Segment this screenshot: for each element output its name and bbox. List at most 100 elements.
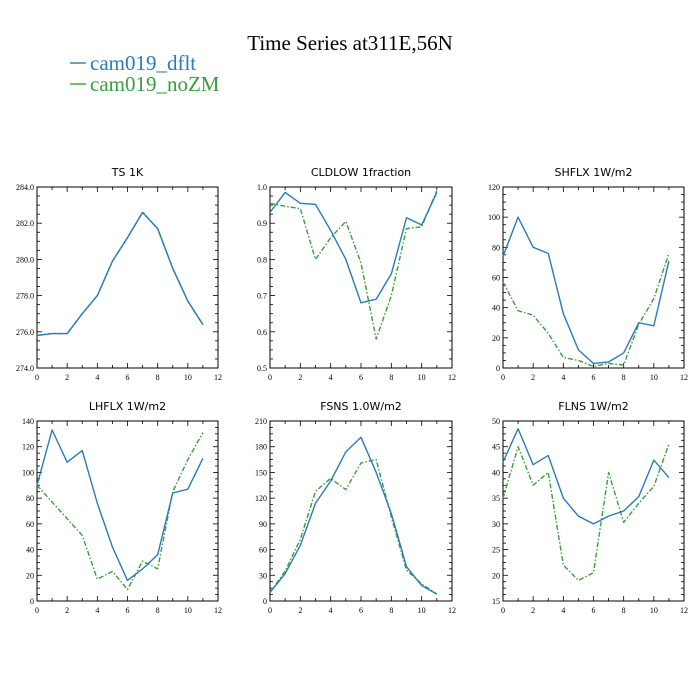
y-tick-label: 280.0 xyxy=(16,255,34,264)
x-tick-label: 10 xyxy=(184,373,192,382)
series-line-nozm xyxy=(36,432,204,591)
panel-title-5: FLNS 1W/m2 xyxy=(558,400,628,413)
panel-5: FLNS 1W/m2 0 2 4 6 8 10 12 15 20 25 30 35 40 45 50 xyxy=(492,400,688,615)
y-tick-label: 0.9 xyxy=(257,219,267,228)
x-tick-label: 2 xyxy=(65,373,69,382)
y-tick-label: 284.0 xyxy=(16,183,34,192)
y-tick-label: 276.0 xyxy=(16,328,34,337)
y-tick-label: 0 xyxy=(30,597,34,606)
x-tick-label: 12 xyxy=(680,373,688,382)
y-tick-label: 100 xyxy=(22,468,34,477)
x-tick-label: 12 xyxy=(448,373,456,382)
x-tick-label: 4 xyxy=(95,373,99,382)
x-tick-label: 8 xyxy=(622,606,626,615)
x-tick-label: 10 xyxy=(418,606,426,615)
series-line-nozm xyxy=(269,190,438,340)
x-tick-label: 4 xyxy=(561,606,565,615)
legend-label-nozm: cam019_noZM xyxy=(90,72,220,96)
y-tick-label: 180 xyxy=(255,443,267,452)
series-line-nozm xyxy=(269,458,438,595)
x-tick-label: 0 xyxy=(501,606,505,615)
y-tick-label: 60 xyxy=(492,274,500,283)
y-tick-label: 20 xyxy=(26,571,34,580)
x-tick-label: 10 xyxy=(650,606,658,615)
x-tick-label: 8 xyxy=(156,606,160,615)
x-tick-label: 0 xyxy=(35,606,39,615)
y-tick-label: 30 xyxy=(492,520,500,529)
x-tick-label: 6 xyxy=(592,606,596,615)
x-tick-label: 2 xyxy=(298,606,302,615)
y-tick-label: 150 xyxy=(255,468,267,477)
x-tick-label: 2 xyxy=(531,373,535,382)
x-tick-label: 4 xyxy=(329,606,333,615)
legend: cam019_dflt cam019_noZM xyxy=(70,51,220,96)
y-tick-label: 120 xyxy=(22,443,34,452)
x-tick-label: 12 xyxy=(214,606,222,615)
x-tick-label: 12 xyxy=(680,606,688,615)
x-tick-label: 4 xyxy=(329,373,333,382)
y-tick-label: 0 xyxy=(263,597,267,606)
series-line-nozm xyxy=(502,443,670,582)
series-line-dflt xyxy=(502,216,670,365)
y-tick-label: 274.0 xyxy=(16,364,34,373)
series-line-dflt xyxy=(269,191,438,304)
y-tick-label: 0 xyxy=(496,364,500,373)
y-tick-label: 80 xyxy=(492,243,500,252)
plot-frame-3 xyxy=(36,420,219,602)
x-tick-label: 10 xyxy=(418,373,426,382)
panel-title-4: FSNS 1.0W/m2 xyxy=(320,400,402,413)
x-tick-label: 6 xyxy=(359,373,363,382)
y-tick-label: 0.6 xyxy=(257,328,267,337)
y-tick-label: 40 xyxy=(492,304,500,313)
x-tick-label: 8 xyxy=(389,606,393,615)
x-tick-label: 0 xyxy=(268,606,272,615)
plot-frame-2 xyxy=(502,186,685,369)
series-line-dflt xyxy=(269,436,438,595)
panel-title-2: SHFLX 1W/m2 xyxy=(554,166,632,179)
x-tick-label: 8 xyxy=(156,373,160,382)
x-tick-label: 8 xyxy=(389,373,393,382)
y-tick-label: 15 xyxy=(492,597,500,606)
plot-frame-1 xyxy=(269,186,453,369)
x-tick-label: 2 xyxy=(65,606,69,615)
y-tick-label: 278.0 xyxy=(16,292,34,301)
y-tick-label: 60 xyxy=(26,520,34,529)
series-line-dflt xyxy=(36,211,204,337)
y-tick-label: 120 xyxy=(255,494,267,503)
x-tick-label: 2 xyxy=(531,606,535,615)
x-tick-label: 10 xyxy=(650,373,658,382)
y-tick-label: 282.0 xyxy=(16,219,34,228)
y-tick-label: 20 xyxy=(492,571,500,580)
y-tick-label: 80 xyxy=(26,494,34,503)
y-tick-label: 50 xyxy=(492,417,500,426)
panel-1: CLDLOW 1fraction 0 2 4 6 8 10 12 0.5 0.6 0.7 0.8 0.9… xyxy=(257,166,456,382)
y-tick-label: 25 xyxy=(492,546,500,555)
y-tick-label: 140 xyxy=(22,417,34,426)
series-line-nozm xyxy=(36,211,204,337)
x-tick-label: 8 xyxy=(622,373,626,382)
x-tick-label: 6 xyxy=(126,606,130,615)
x-tick-label: 4 xyxy=(561,373,565,382)
y-tick-label: 0.5 xyxy=(257,364,267,373)
plot-frame-4 xyxy=(269,420,453,602)
series-line-dflt xyxy=(36,429,204,582)
y-tick-label: 45 xyxy=(492,443,500,452)
x-tick-label: 0 xyxy=(35,373,39,382)
y-tick-label: 100 xyxy=(488,213,500,222)
y-tick-label: 90 xyxy=(259,520,267,529)
x-tick-label: 6 xyxy=(359,606,363,615)
y-tick-label: 1.0 xyxy=(257,183,267,192)
y-tick-label: 20 xyxy=(492,334,500,343)
panel-title-3: LHFLX 1W/m2 xyxy=(89,400,166,413)
x-tick-label: 0 xyxy=(268,373,272,382)
y-tick-label: 120 xyxy=(488,183,500,192)
x-tick-label: 6 xyxy=(592,373,596,382)
y-tick-label: 0.7 xyxy=(257,292,267,301)
x-tick-label: 6 xyxy=(126,373,130,382)
x-tick-label: 0 xyxy=(501,373,505,382)
panels: TS 1K 0 2 4 6 8 10 12 274.0 276.0 278.0 280.0 282.0 2… xyxy=(16,166,688,615)
